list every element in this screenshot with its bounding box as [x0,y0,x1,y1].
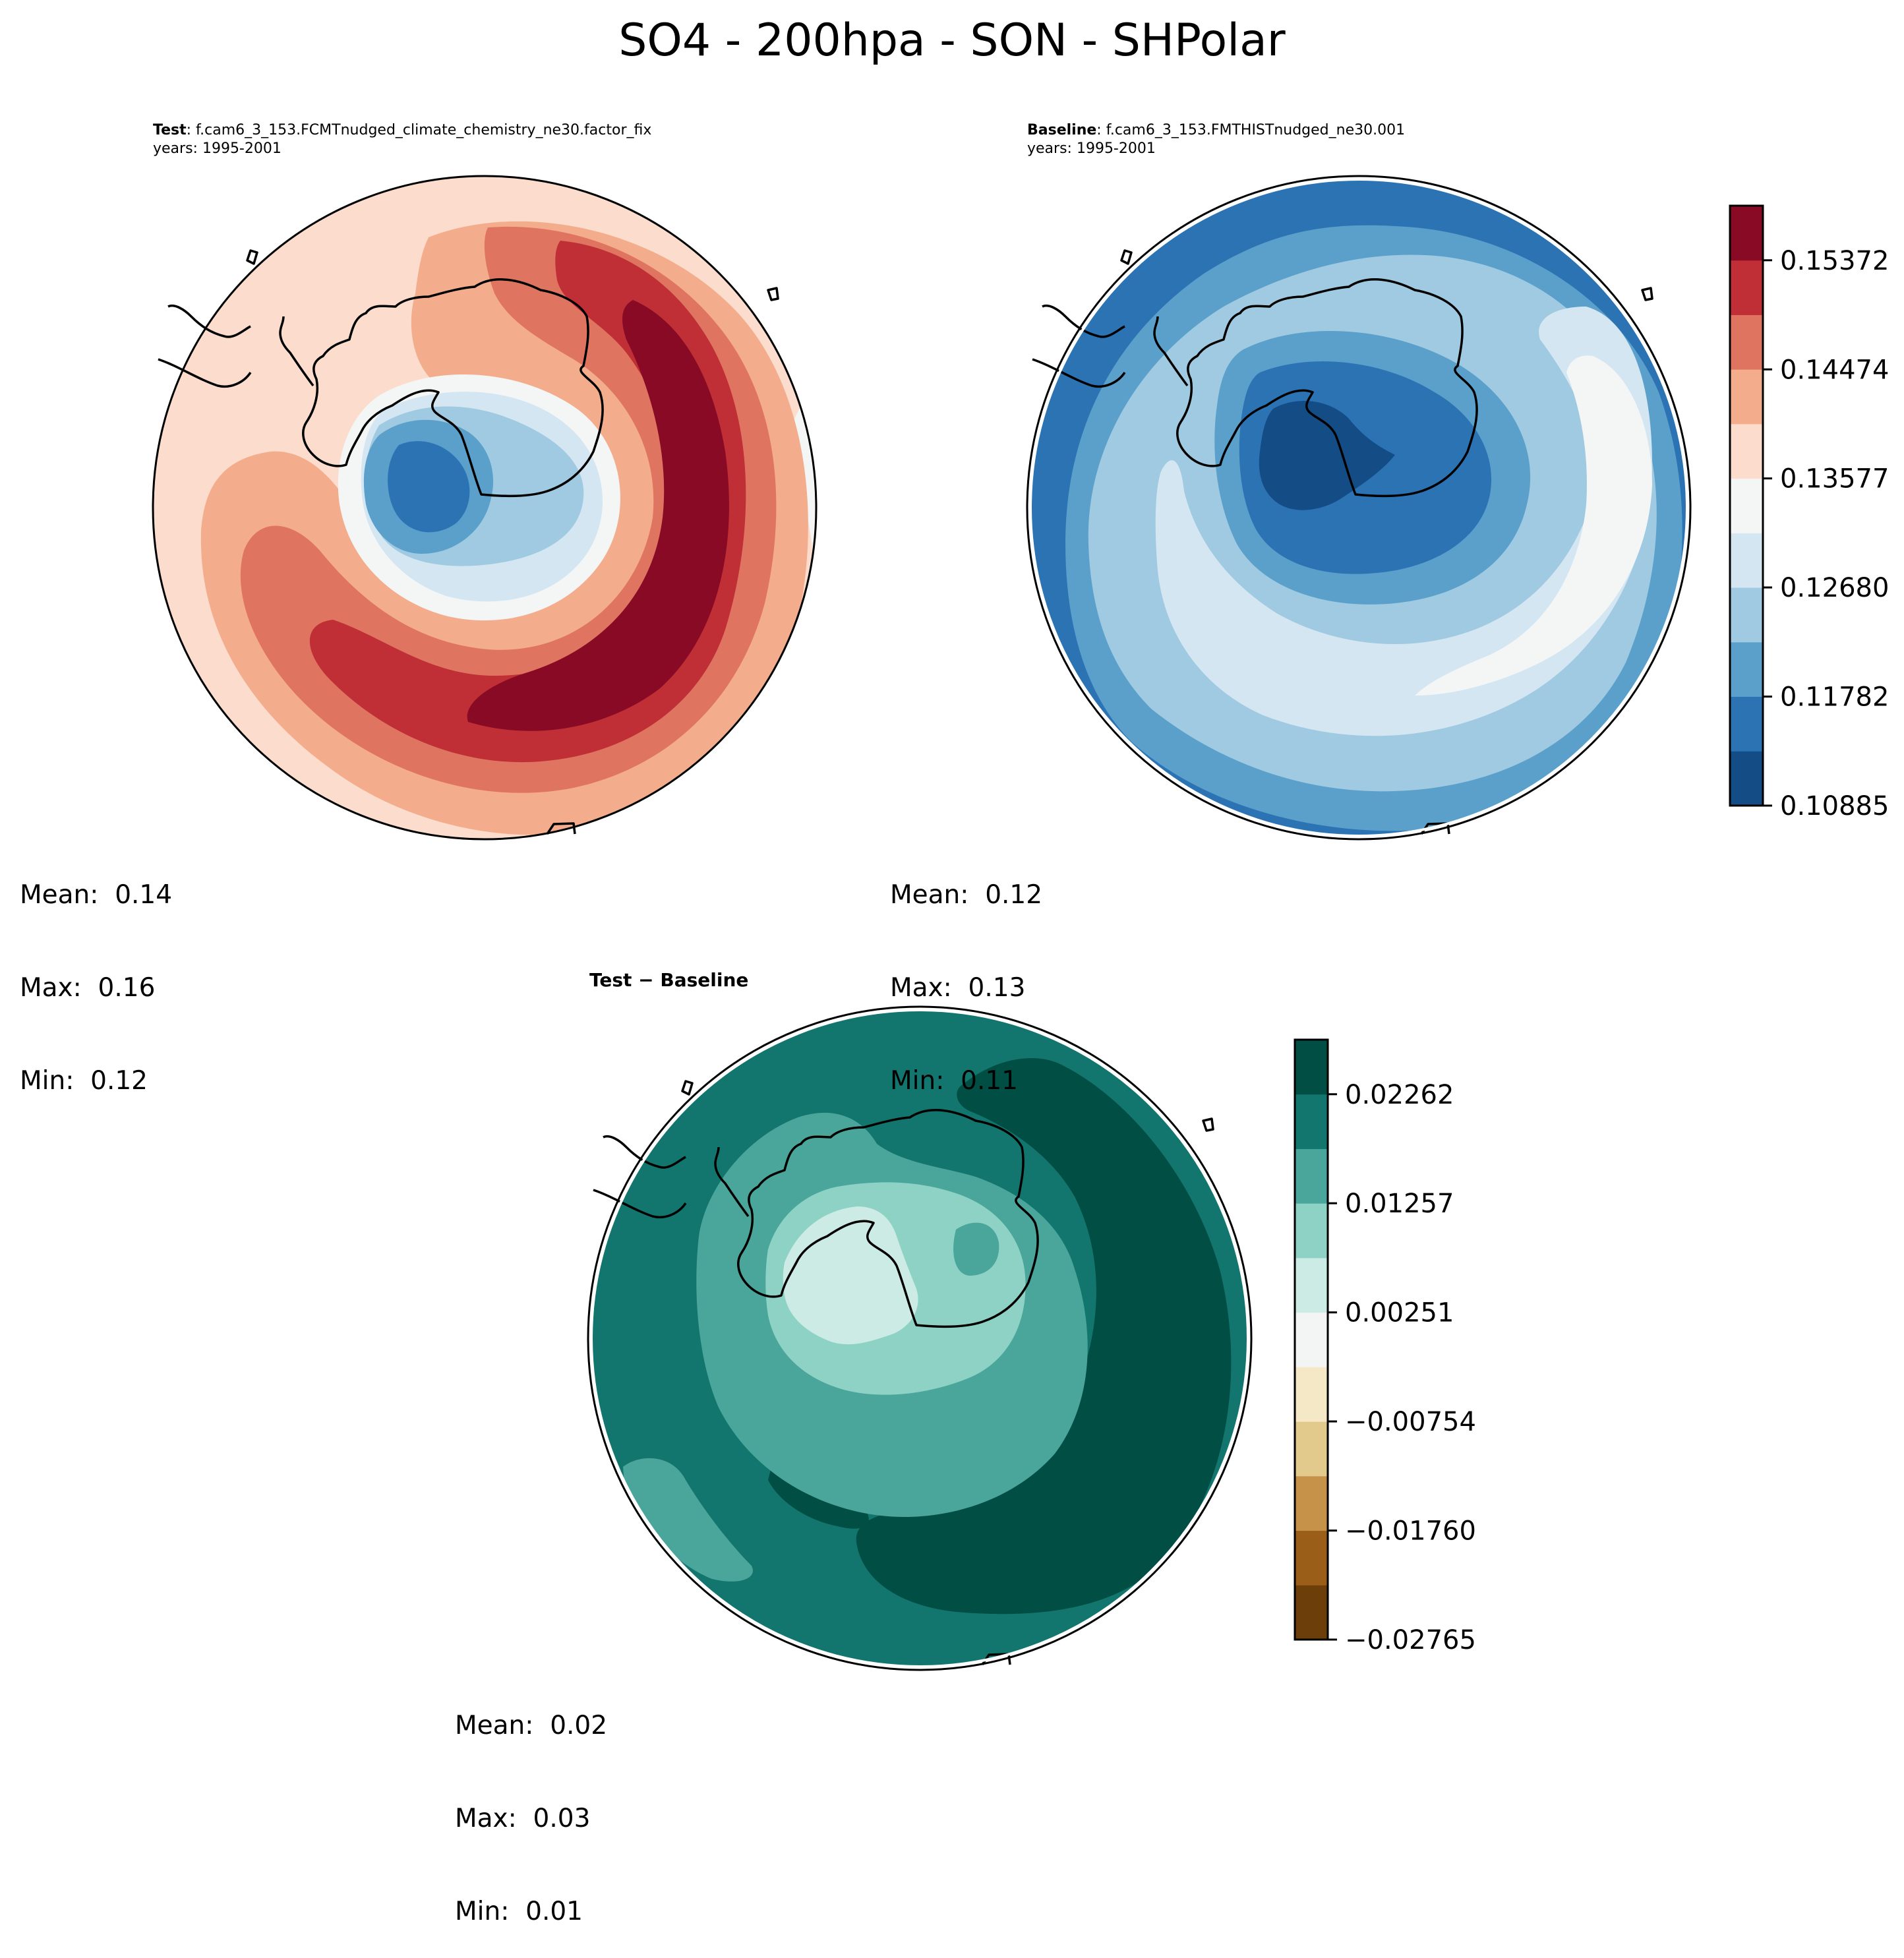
main-colorbar-tick-label: 0.14474 [1780,355,1889,385]
diff-band-dark-east [856,1058,1232,1615]
test-years: years: 1995-2001 [153,140,282,157]
baseline-years: years: 1995-2001 [1027,140,1156,157]
south-america-coastline [593,1135,687,1218]
difference-stats: Mean: 0.02 Max: 0.03 Min: 0.01 [455,1648,607,1958]
test-coastlines [158,249,779,835]
difference-stat-mean: Mean: 0.02 [455,1711,608,1740]
difference-colorbar-frame [1294,1038,1329,1641]
island-coastline [681,1080,694,1096]
baseline-map [1026,175,1692,841]
difference-colorbar-segment [1295,1312,1328,1367]
diff-band-00754-pocket [953,1222,999,1276]
main-colorbar-tick-label: 0.15372 [1780,246,1889,276]
baseline-band-13129 [1415,355,1652,696]
difference-colorbar-tick-label: −0.02765 [1345,1625,1476,1655]
main-colorbar-segment [1730,478,1763,533]
baseline-stat-max: Max: 0.13 [890,973,1026,1003]
island-coastline-east [767,287,779,301]
main-colorbar-segment [1730,587,1763,643]
island-coastline-south [546,822,576,835]
difference-colorbar-tick-label: 0.00251 [1345,1298,1454,1328]
main-colorbar-segment [1730,206,1763,261]
baseline-panel-subtitle: Baseline: f.cam6_3_153.FMTHISTnudged_ne3… [1027,121,1405,158]
island-coastline-east [1641,287,1653,301]
diff-band-mid-southwest [623,1458,753,1582]
difference-panel-title: Test − Baseline [589,969,749,991]
test-map-boundary [152,175,818,841]
baseline-stat-mean: Mean: 0.12 [890,880,1043,910]
difference-stat-min: Min: 0.01 [455,1897,583,1926]
difference-colorbar-segment [1295,1203,1328,1259]
main-colorbar-segment [1730,641,1763,697]
baseline-stats: Mean: 0.12 Max: 0.13 Min: 0.11 [890,817,1042,1127]
main-colorbar-segment [1730,696,1763,752]
main-colorbar-segment [1730,533,1763,588]
test-map [152,175,818,841]
difference-stat-max: Max: 0.03 [455,1804,591,1833]
main-colorbar-tick-label: 0.12680 [1780,573,1889,603]
antarctica-coastline [737,1109,1039,1328]
main-colorbar-segment [1730,751,1763,806]
island-coastline-east [1202,1117,1214,1132]
test-case-name: : f.cam6_3_153.FCMTnudged_climate_chemis… [186,122,652,138]
baseline-band-12680 [1155,307,1652,736]
test-stats: Mean: 0.14 Max: 0.16 Min: 0.12 [20,817,172,1127]
main-colorbar-segment [1730,423,1763,479]
antarctica-coastline [302,278,604,498]
main-colorbar-frame [1729,204,1764,807]
test-stat-max: Max: 0.16 [20,973,156,1003]
difference-colorbar-segment [1295,1257,1328,1313]
test-stat-mean: Mean: 0.14 [20,880,173,910]
difference-colorbar-segment [1295,1421,1328,1477]
difference-colorbar-segment [1295,1367,1328,1422]
baseline-map-boundary [1026,175,1692,841]
main-colorbar: 0.10885 0.11782 0.12680 0.13577 0.14474 0.153… [1729,204,1889,821]
baseline-band-10885 [1259,401,1395,510]
difference-colorbar-segment [1295,1148,1328,1204]
south-america-coastline [1032,305,1126,388]
difference-colorbar-segment [1295,1094,1328,1149]
difference-colorbar: −0.02765 −0.01760 −0.00754 0.00251 0.01257 0.… [1294,1038,1476,1655]
antarctica-coastline [1176,278,1478,498]
south-america-coastline [158,305,252,388]
difference-map [587,1005,1253,1671]
main-colorbar-tick-label: 0.13577 [1780,464,1889,494]
island-coastline [1120,249,1133,265]
figure-title: SO4 - 200hpa - SON - SHPolar [618,15,1286,67]
test-stat-min: Min: 0.12 [20,1066,148,1096]
difference-map-boundary [587,1005,1253,1671]
main-colorbar-segment [1730,260,1763,315]
difference-colorbar-tick-label: −0.00754 [1345,1407,1476,1437]
difference-colorbar-tick-label: 0.02262 [1345,1080,1454,1110]
main-colorbar-tick-label: 0.11782 [1780,682,1889,713]
baseline-label: Baseline [1027,122,1097,138]
test-label: Test [153,122,187,138]
antarctic-peninsula-coastline [1153,316,1189,387]
difference-colorbar-tick-label: 0.01257 [1345,1189,1454,1219]
main-colorbar-tick-label: 0.10885 [1780,791,1889,821]
antarctic-peninsula-coastline [279,316,314,387]
difference-colorbar-segment [1295,1040,1328,1095]
main-colorbar-segment [1730,314,1763,370]
island-coastline [246,249,258,265]
antarctic-peninsula-coastline [714,1146,750,1218]
main-colorbar-segment [1730,369,1763,425]
baseline-stat-min: Min: 0.11 [890,1066,1018,1096]
difference-colorbar-segment [1295,1530,1328,1586]
baseline-case-name: : f.cam6_3_153.FMTHISTnudged_ne30.001 [1096,122,1406,138]
difference-colorbar-tick-label: −0.01760 [1345,1516,1476,1547]
test-band-15821 [467,300,729,731]
baseline-coastlines [1032,249,1653,835]
difference-colorbar-segment [1295,1475,1328,1531]
test-panel-subtitle: Test: f.cam6_3_153.FCMTnudged_climate_ch… [153,121,651,158]
difference-colorbar-segment [1295,1585,1328,1640]
test-band-11782 [388,441,470,533]
